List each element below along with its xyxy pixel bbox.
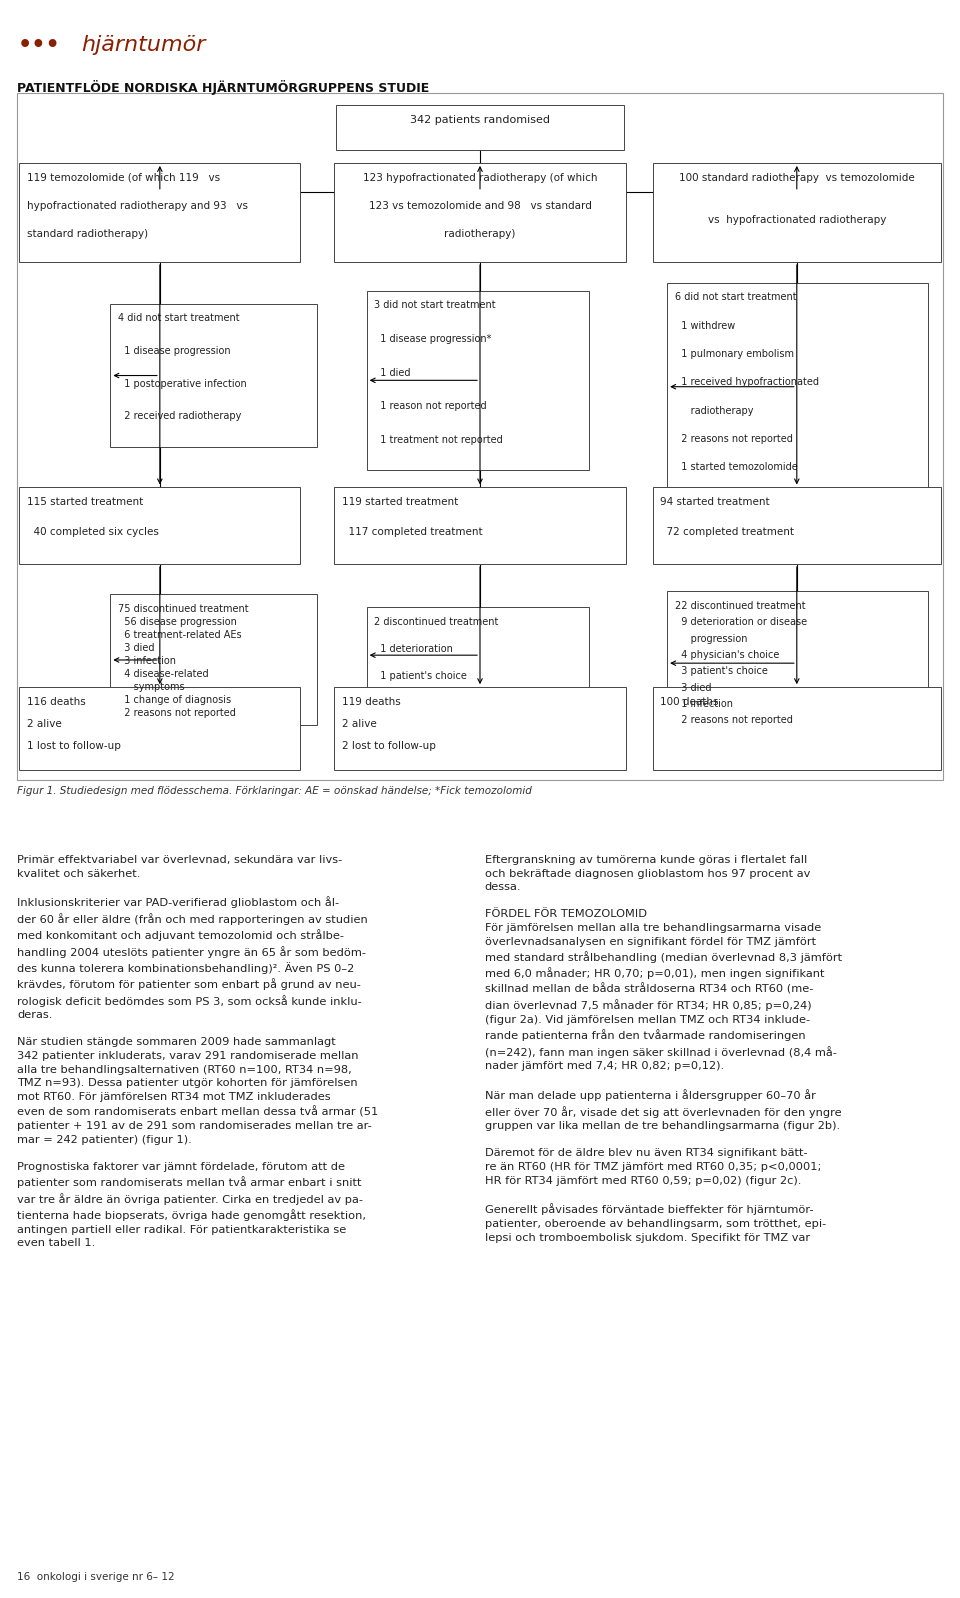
Text: 4 did not start treatment: 4 did not start treatment bbox=[118, 313, 240, 323]
Text: 9 deterioration or disease: 9 deterioration or disease bbox=[675, 617, 807, 626]
Text: hjärntumör: hjärntumör bbox=[82, 35, 206, 56]
Bar bbox=[653, 487, 941, 564]
Text: 56 disease progression: 56 disease progression bbox=[118, 617, 237, 626]
Text: Primär effektvariabel var överlevnad, sekundära var livs-
kvalitet och säkerhet.: Primär effektvariabel var överlevnad, se… bbox=[17, 855, 378, 1248]
Text: vs  hypofractionated radiotherapy: vs hypofractionated radiotherapy bbox=[708, 214, 886, 225]
Bar bbox=[653, 687, 941, 770]
Bar bbox=[667, 591, 928, 735]
Text: 1 pulmonary embolism: 1 pulmonary embolism bbox=[675, 348, 794, 360]
Text: radiotherapy: radiotherapy bbox=[675, 406, 754, 415]
Text: 1 patient's choice: 1 patient's choice bbox=[374, 671, 468, 681]
Text: 2 alive: 2 alive bbox=[27, 719, 61, 729]
Text: 1 died: 1 died bbox=[374, 368, 411, 377]
Bar bbox=[334, 163, 626, 262]
Text: 100 deaths: 100 deaths bbox=[660, 697, 719, 706]
Text: 1 postoperative infection: 1 postoperative infection bbox=[118, 379, 247, 388]
Text: 2 reasons not reported: 2 reasons not reported bbox=[118, 708, 236, 719]
Text: 2 lost to follow-up: 2 lost to follow-up bbox=[342, 741, 436, 751]
Bar bbox=[17, 93, 943, 780]
Text: 2 received radiotherapy: 2 received radiotherapy bbox=[118, 411, 242, 422]
Text: 1 change of diagnosis: 1 change of diagnosis bbox=[118, 695, 231, 705]
Text: 16  onkologi i sverige nr 6– 12: 16 onkologi i sverige nr 6– 12 bbox=[17, 1572, 175, 1582]
Bar bbox=[110, 594, 317, 725]
Text: 94 started treatment: 94 started treatment bbox=[660, 497, 770, 507]
Text: 22 discontinued treatment: 22 discontinued treatment bbox=[675, 601, 805, 610]
Text: 119 started treatment: 119 started treatment bbox=[342, 497, 458, 507]
Bar bbox=[334, 487, 626, 564]
Bar bbox=[336, 105, 624, 150]
Bar bbox=[110, 304, 317, 447]
Text: 1 lost to follow-up: 1 lost to follow-up bbox=[27, 741, 121, 751]
Text: 3 did not start treatment: 3 did not start treatment bbox=[374, 300, 496, 310]
Bar bbox=[19, 487, 300, 564]
Text: 6 did not start treatment: 6 did not start treatment bbox=[675, 292, 797, 302]
Text: 1 disease progression*: 1 disease progression* bbox=[374, 334, 492, 344]
Text: 72 completed treatment: 72 completed treatment bbox=[660, 527, 795, 537]
Text: 119 temozolomide (of which 119   vs: 119 temozolomide (of which 119 vs bbox=[27, 173, 220, 182]
Text: 342 patients randomised: 342 patients randomised bbox=[410, 115, 550, 125]
Text: 1 infection: 1 infection bbox=[675, 698, 732, 710]
Bar bbox=[653, 163, 941, 262]
Text: 115 started treatment: 115 started treatment bbox=[27, 497, 143, 507]
Bar bbox=[367, 291, 589, 470]
Text: 3 died: 3 died bbox=[675, 682, 711, 692]
Text: 1 received hypofractionated: 1 received hypofractionated bbox=[675, 377, 819, 387]
Bar bbox=[19, 163, 300, 262]
Text: 1 started temozolomide: 1 started temozolomide bbox=[675, 462, 798, 471]
Text: 2 reasons not reported: 2 reasons not reported bbox=[675, 435, 793, 444]
Text: 100 standard radiotherapy  vs temozolomide: 100 standard radiotherapy vs temozolomid… bbox=[679, 173, 915, 182]
Text: 75 discontinued treatment: 75 discontinued treatment bbox=[118, 604, 249, 614]
Text: progression: progression bbox=[675, 633, 748, 644]
Text: 1 treatment not reported: 1 treatment not reported bbox=[374, 435, 503, 444]
Text: PATIENTFLÖDE NORDISKA HJÄRNTUMÖRGRUPPENS STUDIE: PATIENTFLÖDE NORDISKA HJÄRNTUMÖRGRUPPENS… bbox=[17, 80, 429, 94]
Text: 3 died: 3 died bbox=[118, 642, 155, 654]
Text: Eftergranskning av tumörerna kunde göras i flertalet fall
och bekräftade diagnos: Eftergranskning av tumörerna kunde göras… bbox=[485, 855, 842, 1243]
Text: standard radiotherapy): standard radiotherapy) bbox=[27, 229, 148, 238]
Bar bbox=[19, 687, 300, 770]
Text: •••: ••• bbox=[17, 35, 60, 56]
Text: 4 physician's choice: 4 physician's choice bbox=[675, 650, 780, 660]
Text: 3 infection: 3 infection bbox=[118, 657, 176, 666]
Text: 116 deaths: 116 deaths bbox=[27, 697, 85, 706]
Text: 2 reasons not reported: 2 reasons not reported bbox=[675, 716, 793, 725]
Text: 123 hypofractionated radiotherapy (of which: 123 hypofractionated radiotherapy (of wh… bbox=[363, 173, 597, 182]
Text: 6 treatment-related AEs: 6 treatment-related AEs bbox=[118, 630, 242, 641]
Text: hypofractionated radiotherapy and 93   vs: hypofractionated radiotherapy and 93 vs bbox=[27, 200, 248, 211]
Text: 123 vs temozolomide and 98   vs standard: 123 vs temozolomide and 98 vs standard bbox=[369, 200, 591, 211]
Text: 1 reason not reported: 1 reason not reported bbox=[374, 401, 487, 411]
Text: 117 completed treatment: 117 completed treatment bbox=[342, 527, 482, 537]
Text: 2 discontinued treatment: 2 discontinued treatment bbox=[374, 617, 499, 626]
Text: 2 alive: 2 alive bbox=[342, 719, 376, 729]
Text: 1 disease progression: 1 disease progression bbox=[118, 345, 230, 356]
Bar bbox=[367, 607, 589, 703]
Text: 40 completed six cycles: 40 completed six cycles bbox=[27, 527, 158, 537]
Text: 119 deaths: 119 deaths bbox=[342, 697, 400, 706]
Text: Figur 1. Studiedesign med flödesschema. Förklaringar: AE = oönskad händelse; *Fi: Figur 1. Studiedesign med flödesschema. … bbox=[17, 786, 532, 796]
Text: 1 deterioration: 1 deterioration bbox=[374, 644, 453, 654]
Text: 4 disease-related: 4 disease-related bbox=[118, 670, 208, 679]
Bar bbox=[334, 687, 626, 770]
Text: symptoms: symptoms bbox=[118, 682, 184, 692]
Bar bbox=[667, 283, 928, 491]
Text: 3 patient's choice: 3 patient's choice bbox=[675, 666, 768, 676]
Text: 1 withdrew: 1 withdrew bbox=[675, 321, 735, 331]
Text: radiotherapy): radiotherapy) bbox=[444, 229, 516, 238]
